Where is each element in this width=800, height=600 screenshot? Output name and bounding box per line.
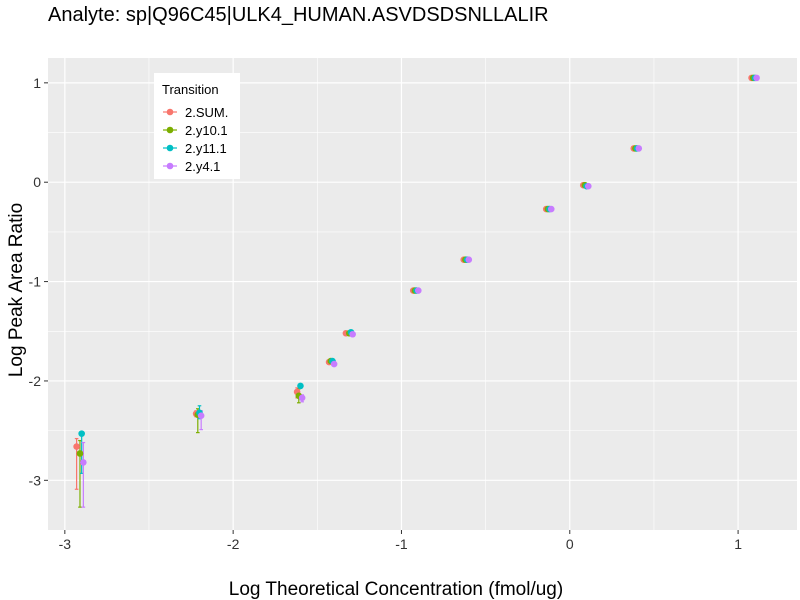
- legend-key-point: [166, 162, 174, 170]
- data-point: [349, 330, 356, 338]
- y-axis-label: Log Peak Area Ratio: [6, 203, 27, 377]
- data-point: [76, 450, 84, 457]
- data-point: [414, 287, 422, 294]
- legend-key-point: [166, 126, 174, 134]
- legend-label: 2.SUM.: [185, 105, 228, 120]
- data-point: [78, 430, 85, 437]
- legend: Transition 2.SUM. 2.y10.1 2.y11.1 2.y4.1: [154, 73, 240, 179]
- legend-title: Transition: [162, 82, 219, 97]
- y-tick-label: -2: [29, 373, 42, 389]
- x-axis-label: Log Theoretical Concentration (fmol/ug): [229, 579, 563, 600]
- x-tick-label: -2: [227, 536, 240, 552]
- chart-title: Analyte: sp|Q96C45|ULK4_HUMAN.ASVDSDSNLL…: [48, 4, 549, 26]
- y-tick-label: -3: [29, 472, 42, 488]
- legend-box: [154, 73, 240, 179]
- data-point: [330, 360, 338, 368]
- data-point: [584, 182, 592, 190]
- legend-key-point: [166, 108, 174, 116]
- x-tick-label: -1: [395, 536, 408, 552]
- data-point: [298, 394, 306, 402]
- x-tick-label: 0: [566, 536, 574, 552]
- y-tick-label: -1: [29, 274, 42, 290]
- legend-label: 2.y10.1: [185, 123, 228, 138]
- legend-key-point: [166, 144, 174, 152]
- x-tick-label: 1: [734, 536, 742, 552]
- data-point: [547, 205, 555, 213]
- x-tick-label: -3: [59, 536, 72, 552]
- legend-label: 2.y4.1: [185, 159, 220, 174]
- data-point: [465, 256, 473, 264]
- data-point: [297, 382, 304, 390]
- data-point: [73, 443, 80, 450]
- data-point: [753, 74, 760, 82]
- legend-items: 2.SUM. 2.y10.1 2.y11.1 2.y4.1: [163, 105, 228, 174]
- data-point: [635, 145, 643, 152]
- data-points: [73, 74, 760, 466]
- axis-ticks: -3 -2 -1 0 1 -3 -2 -1 0 1: [29, 75, 743, 552]
- data-point: [197, 412, 205, 420]
- data-point: [80, 459, 87, 466]
- y-tick-label: 0: [33, 174, 41, 190]
- y-tick-label: 1: [33, 75, 41, 91]
- legend-label: 2.y11.1: [185, 141, 227, 156]
